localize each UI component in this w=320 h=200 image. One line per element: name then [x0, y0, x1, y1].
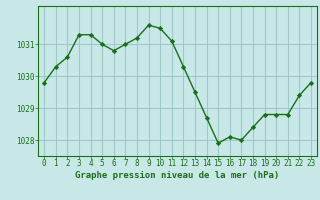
X-axis label: Graphe pression niveau de la mer (hPa): Graphe pression niveau de la mer (hPa): [76, 171, 280, 180]
